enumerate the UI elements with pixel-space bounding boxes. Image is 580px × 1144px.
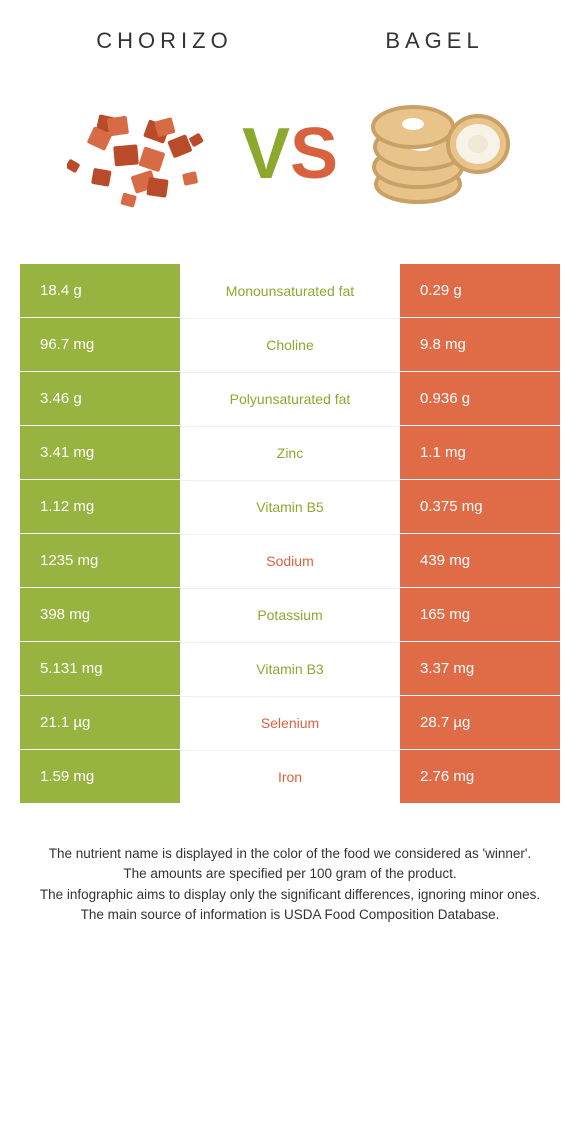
table-row: 96.7 mgCholine9.8 mg bbox=[20, 318, 560, 372]
right-value: 0.375 mg bbox=[400, 480, 560, 533]
table-row: 3.46 gPolyunsaturated fat0.936 g bbox=[20, 372, 560, 426]
left-value: 3.41 mg bbox=[20, 426, 180, 479]
left-value: 18.4 g bbox=[20, 264, 180, 317]
right-food-title: BAGEL bbox=[385, 28, 483, 54]
footer-line: The nutrient name is displayed in the co… bbox=[30, 844, 550, 864]
header: CHORIZO BAGEL bbox=[0, 0, 580, 64]
bagel-image bbox=[358, 84, 518, 224]
right-value: 2.76 mg bbox=[400, 750, 560, 803]
left-value: 1.59 mg bbox=[20, 750, 180, 803]
right-value: 439 mg bbox=[400, 534, 560, 587]
footer-line: The amounts are specified per 100 gram o… bbox=[30, 864, 550, 884]
footer-line: The infographic aims to display only the… bbox=[30, 885, 550, 905]
right-value: 165 mg bbox=[400, 588, 560, 641]
table-row: 1235 mgSodium439 mg bbox=[20, 534, 560, 588]
table-row: 5.131 mgVitamin B33.37 mg bbox=[20, 642, 560, 696]
left-value: 1235 mg bbox=[20, 534, 180, 587]
right-value: 9.8 mg bbox=[400, 318, 560, 371]
nutrient-label: Monounsaturated fat bbox=[180, 264, 400, 317]
table-row: 18.4 gMonounsaturated fat0.29 g bbox=[20, 264, 560, 318]
nutrient-label: Potassium bbox=[180, 588, 400, 641]
table-row: 1.59 mgIron2.76 mg bbox=[20, 750, 560, 804]
footer-notes: The nutrient name is displayed in the co… bbox=[0, 804, 580, 945]
vs-s: S bbox=[290, 113, 338, 195]
right-value: 28.7 µg bbox=[400, 696, 560, 749]
nutrient-label: Selenium bbox=[180, 696, 400, 749]
left-value: 21.1 µg bbox=[20, 696, 180, 749]
right-value: 1.1 mg bbox=[400, 426, 560, 479]
left-value: 96.7 mg bbox=[20, 318, 180, 371]
table-row: 398 mgPotassium165 mg bbox=[20, 588, 560, 642]
left-value: 398 mg bbox=[20, 588, 180, 641]
table-row: 1.12 mgVitamin B50.375 mg bbox=[20, 480, 560, 534]
right-value: 0.936 g bbox=[400, 372, 560, 425]
table-row: 3.41 mgZinc1.1 mg bbox=[20, 426, 560, 480]
vs-v: V bbox=[242, 113, 290, 195]
nutrient-label: Iron bbox=[180, 750, 400, 803]
left-value: 3.46 g bbox=[20, 372, 180, 425]
table-row: 21.1 µgSelenium28.7 µg bbox=[20, 696, 560, 750]
nutrient-table: 18.4 gMonounsaturated fat0.29 g96.7 mgCh… bbox=[20, 264, 560, 804]
nutrient-label: Choline bbox=[180, 318, 400, 371]
left-value: 5.131 mg bbox=[20, 642, 180, 695]
chorizo-image bbox=[62, 84, 222, 224]
left-value: 1.12 mg bbox=[20, 480, 180, 533]
right-value: 0.29 g bbox=[400, 264, 560, 317]
left-food-title: CHORIZO bbox=[96, 28, 232, 54]
nutrient-label: Vitamin B3 bbox=[180, 642, 400, 695]
vs-row: VS bbox=[0, 64, 580, 264]
nutrient-label: Zinc bbox=[180, 426, 400, 479]
nutrient-label: Sodium bbox=[180, 534, 400, 587]
nutrient-label: Vitamin B5 bbox=[180, 480, 400, 533]
nutrient-label: Polyunsaturated fat bbox=[180, 372, 400, 425]
footer-line: The main source of information is USDA F… bbox=[30, 905, 550, 925]
right-value: 3.37 mg bbox=[400, 642, 560, 695]
vs-label: VS bbox=[242, 113, 338, 195]
